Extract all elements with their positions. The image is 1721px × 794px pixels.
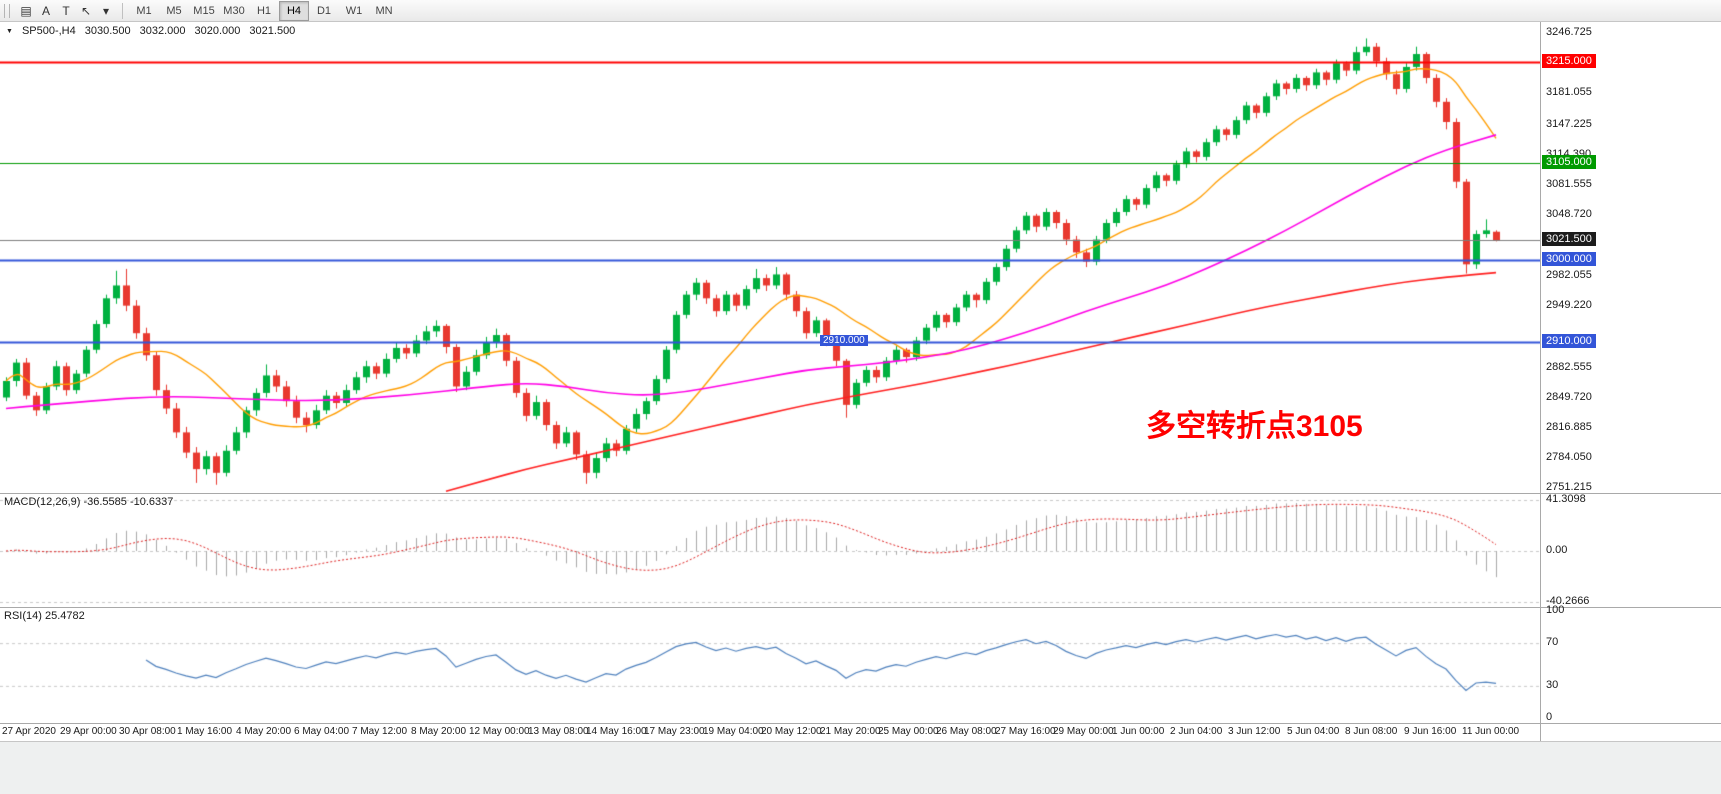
close-value: 3021.500 xyxy=(249,25,296,37)
price-axis[interactable] xyxy=(1541,22,1721,723)
tool-icons-group: ▤ A T ↖ ▾ xyxy=(16,2,116,20)
timeframe-button-W1[interactable]: W1 xyxy=(345,4,363,17)
price-axis-border xyxy=(1540,22,1541,741)
low-value: 3020.000 xyxy=(194,25,241,37)
timeframe-button-H1[interactable]: H1 xyxy=(256,4,272,17)
tool-dropdown-caret-icon[interactable]: ▾ xyxy=(102,3,110,18)
chart-annotation-text[interactable]: 多空转折点3105 xyxy=(1146,410,1363,443)
timeframe-toolbar: M1 M5 M15 M30 H1 H4 D1 W1 MN xyxy=(129,0,399,21)
symbol-marker-icon: ▼ xyxy=(6,27,13,35)
symbol-period-label: SP500-,H4 xyxy=(21,25,76,37)
status-bar xyxy=(0,741,1721,794)
main-chart-canvas[interactable] xyxy=(0,22,1540,493)
rsi-header: RSI(14) 25.4782 xyxy=(4,610,85,622)
timeframe-button-M5[interactable]: M5 xyxy=(166,4,182,17)
rsi-pane-canvas[interactable] xyxy=(0,608,1540,723)
pointer-tool-icon[interactable]: ↖ xyxy=(80,3,92,18)
toolbar-grip[interactable] xyxy=(4,3,10,18)
pane-divider-rsi-time xyxy=(0,723,1721,724)
chart-ohlc-header: ▼ SP500-,H4 3030.500 3032.000 3020.000 3… xyxy=(6,25,295,37)
font-tool-icon[interactable]: A xyxy=(41,3,50,18)
chart-area: ▼ SP500-,H4 3030.500 3032.000 3020.000 3… xyxy=(0,22,1721,741)
time-axis[interactable] xyxy=(0,724,1540,741)
pane-divider-main-macd[interactable] xyxy=(0,493,1721,494)
pane-divider-macd-rsi[interactable] xyxy=(0,607,1721,608)
chart-window-icon[interactable]: ▤ xyxy=(20,3,32,18)
macd-header: MACD(12,26,9) -36.5585 -10.6337 xyxy=(4,496,174,508)
toolbar-separator xyxy=(122,2,123,19)
timeframe-button-M15[interactable]: M15 xyxy=(193,4,215,17)
toolbar: ▤ A T ↖ ▾ M1 M5 M15 M30 H1 H4 D1 W1 MN xyxy=(0,0,1721,22)
timeframe-button-H4[interactable]: H4 xyxy=(279,0,309,21)
open-value: 3030.500 xyxy=(84,25,131,37)
timeframe-button-MN[interactable]: MN xyxy=(375,4,393,17)
timeframe-button-M1[interactable]: M1 xyxy=(136,4,152,17)
timeframe-button-D1[interactable]: D1 xyxy=(316,4,332,17)
text-tool-icon[interactable]: T xyxy=(62,3,70,18)
macd-pane-canvas[interactable] xyxy=(0,494,1540,607)
timeframe-button-M30[interactable]: M30 xyxy=(223,4,245,17)
high-value: 3032.000 xyxy=(139,25,186,37)
